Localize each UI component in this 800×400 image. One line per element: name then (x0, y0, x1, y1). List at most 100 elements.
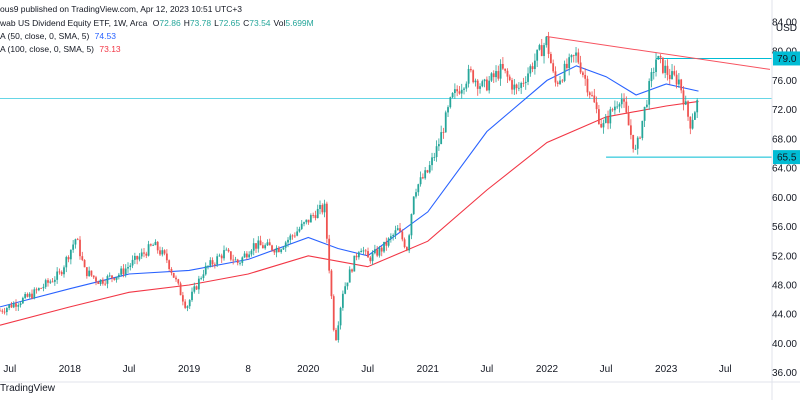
candle[interactable] (303, 221, 305, 227)
candle[interactable] (74, 238, 77, 249)
candle[interactable] (79, 236, 81, 260)
candle[interactable] (165, 249, 168, 264)
candle[interactable] (437, 138, 440, 151)
candle[interactable] (419, 171, 422, 187)
candle[interactable] (412, 196, 415, 216)
candle[interactable] (72, 240, 75, 253)
candle[interactable] (99, 279, 102, 286)
candle[interactable] (101, 277, 104, 286)
candle[interactable] (56, 267, 59, 284)
candle[interactable] (250, 249, 253, 257)
candle[interactable] (463, 87, 465, 95)
candle[interactable] (677, 73, 680, 88)
candle[interactable] (330, 269, 333, 300)
candle[interactable] (51, 277, 54, 283)
candle[interactable] (229, 251, 232, 262)
candle[interactable] (163, 249, 166, 256)
candle[interactable] (547, 31, 550, 59)
candle[interactable] (609, 106, 612, 129)
candle[interactable] (12, 301, 15, 309)
candle[interactable] (90, 270, 93, 277)
candle[interactable] (595, 96, 598, 114)
candle[interactable] (689, 116, 692, 135)
candle[interactable] (536, 49, 539, 68)
candle[interactable] (1, 308, 4, 314)
candle[interactable] (35, 287, 38, 294)
candle[interactable] (202, 269, 205, 282)
candle[interactable] (639, 136, 641, 140)
candle[interactable] (346, 282, 349, 290)
candle[interactable] (442, 127, 445, 139)
candle[interactable] (620, 93, 623, 109)
candle[interactable] (129, 263, 132, 271)
candle[interactable] (476, 78, 479, 96)
candle[interactable] (170, 267, 173, 276)
candle[interactable] (650, 68, 653, 88)
candle[interactable] (47, 278, 49, 287)
candle[interactable] (10, 301, 13, 309)
candle[interactable] (447, 105, 449, 118)
candle[interactable] (531, 62, 534, 73)
candle[interactable] (575, 46, 577, 63)
candle[interactable] (95, 275, 97, 286)
candle[interactable] (383, 241, 385, 254)
candle[interactable] (131, 255, 134, 269)
candle[interactable] (175, 275, 177, 282)
candle[interactable] (241, 256, 244, 266)
candle[interactable] (577, 48, 580, 65)
candle[interactable] (220, 253, 223, 263)
candle[interactable] (161, 247, 164, 257)
candle[interactable] (115, 276, 118, 283)
candle[interactable] (67, 255, 70, 263)
candle[interactable] (549, 51, 552, 64)
candle[interactable] (451, 92, 454, 99)
candle[interactable] (513, 79, 516, 95)
candle[interactable] (472, 69, 475, 84)
candle[interactable] (540, 38, 543, 57)
candle[interactable] (479, 83, 481, 94)
candle[interactable] (314, 210, 317, 221)
candle[interactable] (593, 88, 596, 103)
candle[interactable] (522, 77, 525, 87)
candle[interactable] (497, 65, 500, 81)
candle[interactable] (140, 248, 143, 259)
candle[interactable] (337, 321, 340, 343)
candle[interactable] (643, 106, 646, 128)
candle[interactable] (154, 239, 157, 246)
candle[interactable] (177, 278, 180, 286)
candle[interactable] (124, 264, 127, 278)
candle[interactable] (227, 248, 230, 253)
candle[interactable] (291, 234, 294, 240)
candle[interactable] (572, 54, 575, 63)
candle[interactable] (186, 305, 189, 312)
candle[interactable] (465, 81, 468, 92)
candle[interactable] (680, 78, 683, 94)
candle[interactable] (369, 255, 372, 264)
candle[interactable] (348, 266, 351, 283)
candle[interactable] (460, 83, 463, 99)
candle[interactable] (197, 275, 200, 294)
candle[interactable] (275, 245, 278, 258)
candle[interactable] (218, 253, 221, 257)
candle[interactable] (243, 251, 246, 258)
candle[interactable] (44, 278, 47, 289)
candle[interactable] (355, 252, 358, 261)
candle[interactable] (92, 275, 95, 279)
candle[interactable] (319, 200, 321, 215)
candle[interactable] (188, 299, 191, 309)
candle[interactable] (264, 243, 267, 250)
candle[interactable] (517, 82, 520, 92)
candle[interactable] (309, 213, 312, 223)
candle[interactable] (691, 113, 694, 130)
candle[interactable] (104, 280, 107, 286)
candle[interactable] (367, 247, 369, 258)
time-axis[interactable]: Jul 2018 Jul 2019 8 2020 Jul 2021 Jul 2022 Jul 2023… (3, 364, 731, 375)
candle[interactable] (362, 246, 365, 255)
candle[interactable] (623, 93, 625, 108)
candle[interactable] (204, 262, 207, 276)
candle[interactable] (401, 229, 404, 242)
candle[interactable] (456, 85, 459, 97)
candle[interactable] (495, 65, 497, 83)
candle[interactable] (200, 276, 203, 281)
candle[interactable] (506, 68, 509, 83)
